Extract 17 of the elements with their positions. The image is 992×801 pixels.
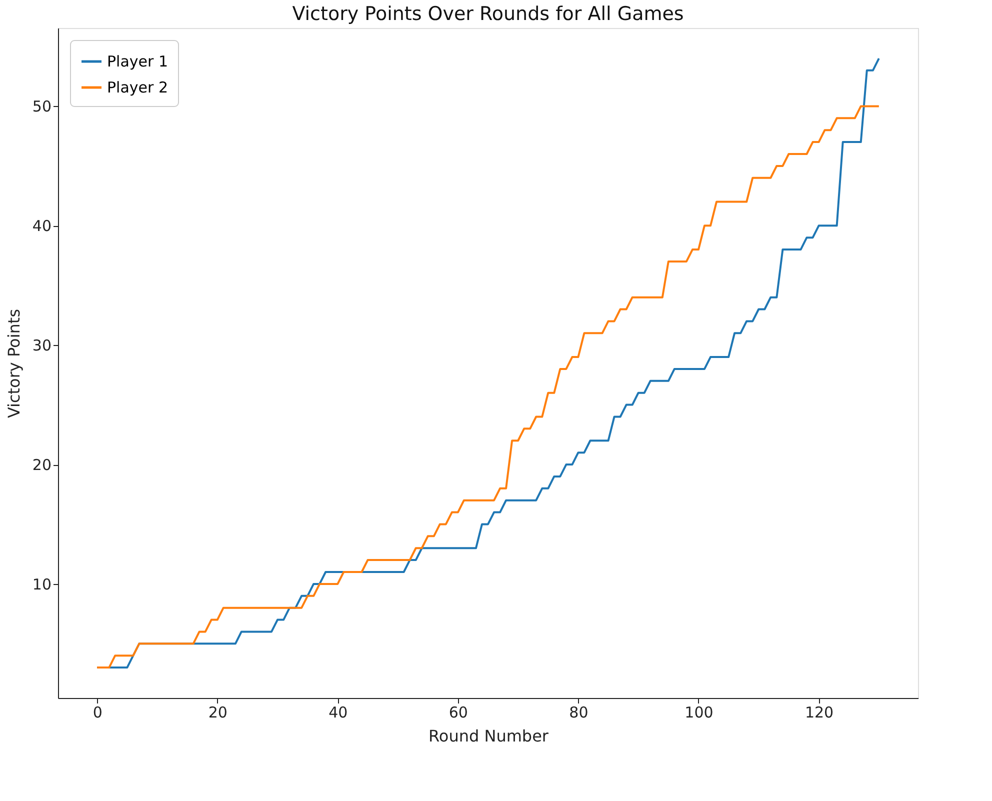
chart-title: Victory Points Over Rounds for All Games: [292, 3, 684, 25]
y-tick-label: 30: [32, 336, 52, 355]
y-tick-label: 40: [32, 217, 52, 236]
x-tick-label: 20: [208, 704, 228, 722]
x-tick-label: 100: [684, 704, 714, 722]
x-tick-label: 0: [92, 704, 102, 722]
x-axis-title: Round Number: [428, 726, 549, 746]
x-tick-label: 60: [448, 704, 468, 722]
legend-label: Player 2: [107, 78, 168, 96]
y-tick-label: 50: [32, 98, 52, 116]
x-tick-label: 80: [569, 704, 588, 722]
legend-label: Player 1: [107, 52, 168, 70]
x-tick-label: 120: [804, 704, 834, 722]
y-tick-label: 20: [32, 456, 52, 474]
y-tick-label: 10: [32, 575, 52, 594]
y-axis-title: Victory Points: [4, 308, 24, 418]
x-tick-label: 40: [328, 704, 348, 722]
